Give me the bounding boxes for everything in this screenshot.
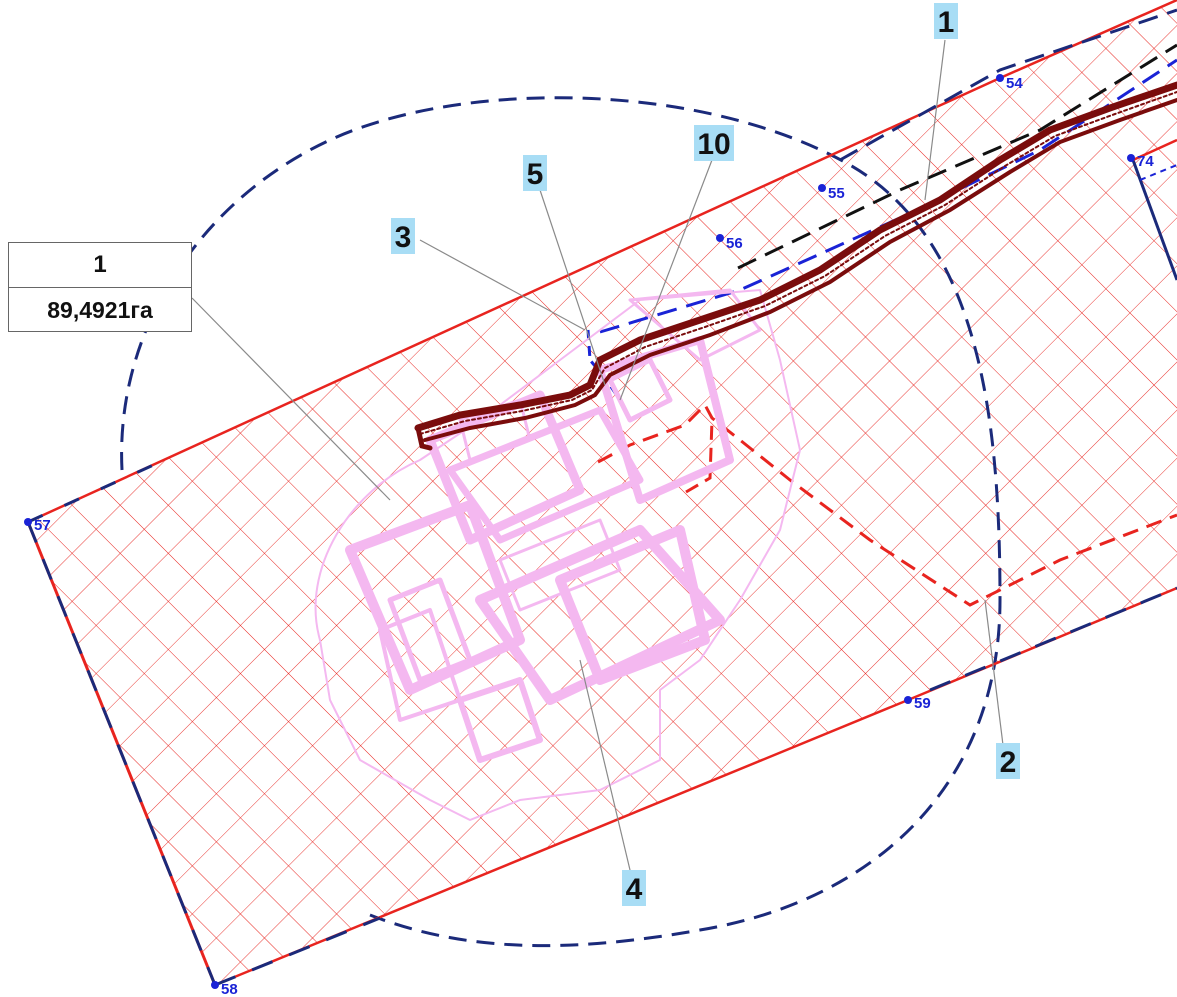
parcel-info-box[interactable]: 1 89,4921га [8, 242, 192, 332]
vertex-label-54: 54 [1006, 75, 1023, 92]
callout-4-bg [622, 870, 646, 906]
callout-1[interactable]: 1 [934, 3, 958, 39]
callout-3[interactable]: 3 [391, 218, 415, 254]
callout-2[interactable]: 2 [996, 743, 1020, 779]
protection-zone-dashed-boundary [120, 96, 1002, 948]
callout-4-label: 4 [626, 873, 643, 906]
inner-red-dashed-zone-lower [685, 419, 714, 494]
callout-10-label: 10 [697, 128, 730, 161]
pipeline-road [414, 81, 1177, 451]
parcel-boundary-right-red [1132, 138, 1177, 162]
vertex-point-56 [716, 234, 724, 242]
vertices-group: 54 55 56 57 58 59 74 [24, 74, 1154, 997]
vertex-label-74: 74 [1137, 153, 1154, 170]
parcel-boundary-top-left-dashes [27, 460, 161, 524]
parcel-boundary-bottom-dashes-left [214, 916, 381, 987]
parcel-area: 89,4921га [47, 296, 153, 323]
parcel-boundary-bottom-dashes-right [929, 586, 1177, 692]
callout-5-label: 5 [527, 158, 544, 191]
vertex-point-54 [996, 74, 1004, 82]
vertex-label-59: 59 [914, 695, 931, 712]
callout-3-label: 3 [395, 221, 412, 254]
leader-line-4 [579, 659, 631, 871]
callout-5-bg [523, 155, 547, 191]
callout-3-bg [391, 218, 415, 254]
parcel-boundary-left-dashes [26, 521, 217, 986]
parcel-boundary-right-dashes [1139, 164, 1177, 181]
callout-4[interactable]: 4 [622, 870, 646, 906]
easement-black-dashed-line [737, 43, 1177, 270]
leader-lines [191, 39, 1004, 871]
leader-line-parcel [191, 297, 391, 501]
vertex-point-58 [211, 981, 219, 989]
vertex-point-55 [818, 184, 826, 192]
vertex-label-57: 57 [34, 517, 51, 534]
leader-line-10 [619, 159, 713, 401]
vertex-point-74 [1127, 154, 1135, 162]
leader-line-3 [419, 239, 586, 331]
callout-2-bg [996, 743, 1020, 779]
vertex-point-57 [24, 518, 32, 526]
vertex-label-58: 58 [221, 981, 238, 997]
callout-5[interactable]: 5 [523, 155, 547, 191]
easement-blue-dashed-line [599, 58, 1177, 334]
inner-red-dashed-zone [597, 402, 1177, 607]
parcel-outer-dashed-top [839, 8, 1177, 162]
callout-10[interactable]: 10 [694, 125, 734, 161]
callout-2-label: 2 [1000, 746, 1017, 779]
parcel-number: 1 [9, 243, 191, 288]
callout-10-bg [694, 125, 734, 161]
vertex-point-59 [904, 696, 912, 704]
leader-line-2 [984, 599, 1004, 746]
callout-1-label: 1 [938, 6, 955, 39]
callout-1-bg [934, 3, 958, 39]
leader-line-1 [924, 39, 946, 201]
leader-line-5 [539, 189, 606, 386]
vertex-label-55: 55 [828, 185, 845, 202]
buildings-group [314, 288, 801, 821]
vertex-label-56: 56 [726, 235, 743, 252]
